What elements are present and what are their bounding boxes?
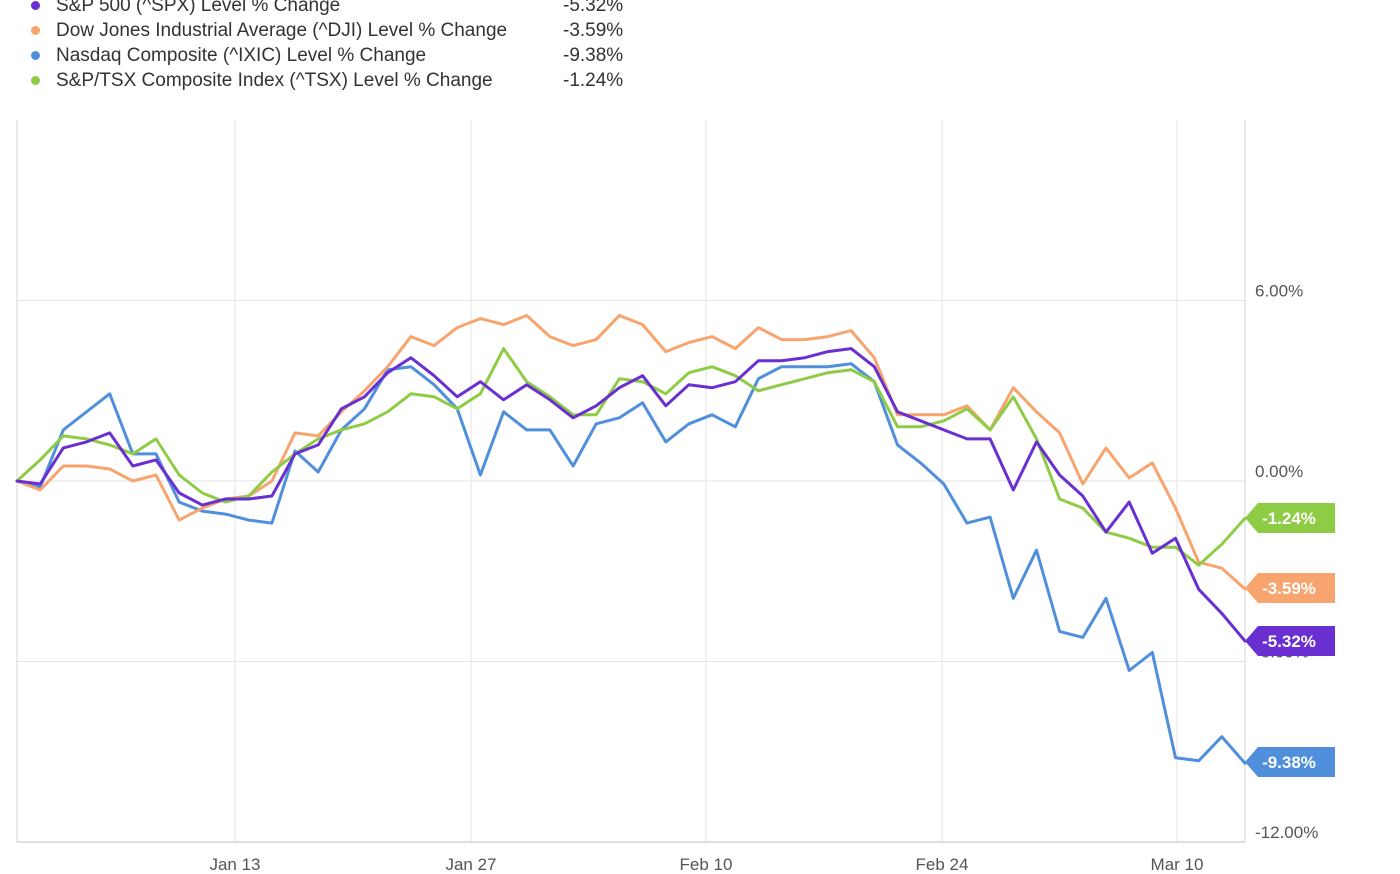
legend-value: -3.59% <box>563 20 624 41</box>
x-tick-label: Jan 13 <box>209 855 260 874</box>
end-value-label: -1.24% <box>1262 509 1316 528</box>
x-tick-label: Feb 24 <box>916 855 969 874</box>
legend-value: -5.32% <box>563 0 624 16</box>
end-value-label: -5.32% <box>1262 632 1316 651</box>
end-value-label: -9.38% <box>1262 753 1316 772</box>
legend-label: Nasdaq Composite (^IXIC) Level % Change <box>56 45 427 66</box>
legend-item-spx: S&P 500 (^SPX) Level % Change -5.32% <box>0 0 640 18</box>
y-tick-label: 0.00% <box>1255 462 1303 481</box>
end-value-label: -3.59% <box>1262 579 1316 598</box>
end-value-badge <box>1245 747 1335 777</box>
x-tick-label: Jan 27 <box>445 855 496 874</box>
end-value-badge <box>1245 626 1335 656</box>
series-line <box>15 347 1247 643</box>
legend-marker <box>31 1 40 10</box>
legend-item-tsx: S&P/TSX Composite Index (^TSX) Level % C… <box>0 68 640 93</box>
legend-marker <box>31 26 40 35</box>
legend-label: S&P 500 (^SPX) Level % Change <box>56 0 341 16</box>
y-tick-label: -12.00% <box>1255 823 1318 842</box>
legend-value: -1.24% <box>563 70 624 91</box>
end-value-badge <box>1245 503 1335 533</box>
x-tick-label: Mar 10 <box>1151 855 1204 874</box>
legend-value: -9.38% <box>563 45 624 66</box>
series-line <box>15 362 1247 765</box>
end-value-badge <box>1245 573 1335 603</box>
legend-label: Dow Jones Industrial Average (^DJI) Leve… <box>56 20 508 41</box>
x-tick-label: Feb 10 <box>680 855 733 874</box>
legend-label: S&P/TSX Composite Index (^TSX) Level % C… <box>56 70 493 91</box>
legend-marker <box>31 76 40 85</box>
legend-item-ixic: Nasdaq Composite (^IXIC) Level % Change … <box>0 43 640 68</box>
legend-item-dji: Dow Jones Industrial Average (^DJI) Leve… <box>0 18 640 43</box>
y-tick-label: 6.00% <box>1255 282 1303 301</box>
legend-marker <box>31 51 40 60</box>
series-line <box>15 314 1247 591</box>
